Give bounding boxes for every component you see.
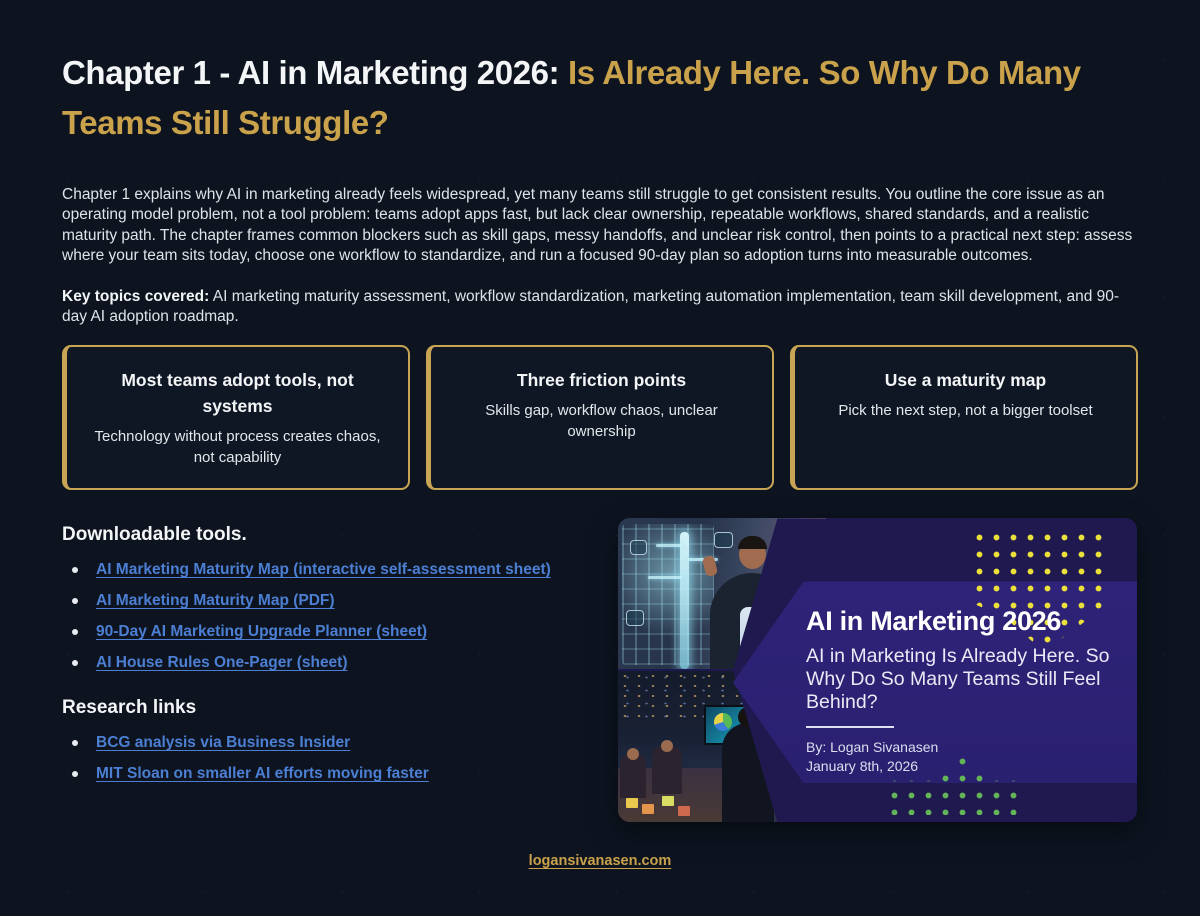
- chapter-title: Chapter 1 - AI in Marketing 2026: Is Alr…: [62, 0, 1138, 148]
- research-list: BCG analysis via Business Insider MIT Sl…: [70, 733, 618, 784]
- chapter-summary: Chapter 1 explains why AI in marketing a…: [62, 186, 1133, 265]
- card-body: Skills gap, workflow chaos, unclear owne…: [485, 402, 718, 441]
- sticky-note: [626, 798, 638, 809]
- card-title: Use a maturity map: [884, 370, 1047, 391]
- downloads-list: AI Marketing Maturity Map (interactive s…: [70, 560, 618, 673]
- cover-date: January 8th, 2026: [806, 758, 919, 775]
- links-column: Downloadable tools. AI Marketing Maturit…: [62, 518, 618, 795]
- card-title: Most teams adopt tools, not systems: [121, 370, 354, 417]
- list-item: MIT Sloan on smaller AI efforts moving f…: [70, 764, 618, 784]
- download-link-maturity-map-pdf[interactable]: AI Marketing Maturity Map (PDF): [96, 592, 335, 610]
- download-link-house-rules[interactable]: AI House Rules One-Pager (sheet): [96, 654, 348, 672]
- seated-worker: [620, 754, 646, 799]
- research-heading: Research links: [62, 697, 197, 719]
- download-link-maturity-map-interactive[interactable]: AI Marketing Maturity Map (interactive s…: [96, 561, 551, 579]
- chapter-title-white: Chapter 1 - AI in Marketing 2026:: [62, 54, 560, 91]
- site-link[interactable]: logansivanasen.com: [528, 853, 672, 870]
- pie-chart-screen: [714, 713, 732, 732]
- sticky-note: [678, 806, 690, 817]
- list-item: BCG analysis via Business Insider: [70, 733, 618, 753]
- card-body: Pick the next step, not a bigger toolset: [838, 402, 1093, 420]
- highlight-card-tools-not-systems: Most teams adopt tools, not systems Tech…: [62, 345, 410, 491]
- lower-section: Downloadable tools. AI Marketing Maturit…: [62, 518, 1138, 823]
- icon-chip: [626, 610, 644, 627]
- cover-divider: [806, 726, 894, 729]
- sticky-note: [642, 804, 654, 815]
- highlight-cards: Most teams adopt tools, not systems Tech…: [62, 345, 1138, 491]
- card-title: Three friction points: [516, 370, 687, 391]
- key-topics-label: Key topics covered:: [62, 287, 210, 305]
- cover-byline: By: Logan Sivanasen: [806, 739, 939, 756]
- list-item: AI Marketing Maturity Map (interactive s…: [70, 560, 618, 580]
- list-item: AI House Rules One-Pager (sheet): [70, 653, 618, 673]
- research-link-bcg[interactable]: BCG analysis via Business Insider: [96, 734, 351, 752]
- cover-subtitle: AI in Marketing Is Already Here. So Why …: [806, 645, 1110, 714]
- chapter-cover-image: AI in Marketing 2026 AI in Marketing Is …: [618, 518, 1137, 823]
- research-link-mit-sloan[interactable]: MIT Sloan on smaller AI efforts moving f…: [96, 765, 429, 783]
- highlight-card-friction-points: Three friction points Skills gap, workfl…: [426, 345, 774, 491]
- page-footer: logansivanasen.com: [62, 852, 1138, 870]
- download-link-90day-planner[interactable]: 90-Day AI Marketing Upgrade Planner (she…: [96, 623, 428, 641]
- cover-text-block: AI in Marketing 2026 AI in Marketing Is …: [806, 606, 1126, 774]
- list-item: 90-Day AI Marketing Upgrade Planner (she…: [70, 622, 618, 642]
- list-item: AI Marketing Maturity Map (PDF): [70, 591, 618, 611]
- page-container: Chapter 1 - AI in Marketing 2026: Is Alr…: [62, 0, 1138, 870]
- key-topics-text: AI marketing maturity assessment, workfl…: [62, 287, 1120, 326]
- seated-worker: [652, 746, 682, 795]
- card-body: Technology without process creates chaos…: [94, 428, 381, 467]
- cover-title: AI in Marketing 2026: [806, 606, 1062, 637]
- icon-chip: [714, 532, 733, 549]
- sticky-note: [662, 796, 674, 807]
- chapter-title-gold: Is Already Here. So Why Do Many Teams St…: [62, 54, 1081, 141]
- downloads-heading: Downloadable tools.: [62, 524, 247, 546]
- highlight-card-maturity-map: Use a maturity map Pick the next step, n…: [790, 345, 1138, 491]
- key-topics: Key topics covered: AI marketing maturit…: [62, 287, 1138, 328]
- icon-chip: [630, 540, 647, 556]
